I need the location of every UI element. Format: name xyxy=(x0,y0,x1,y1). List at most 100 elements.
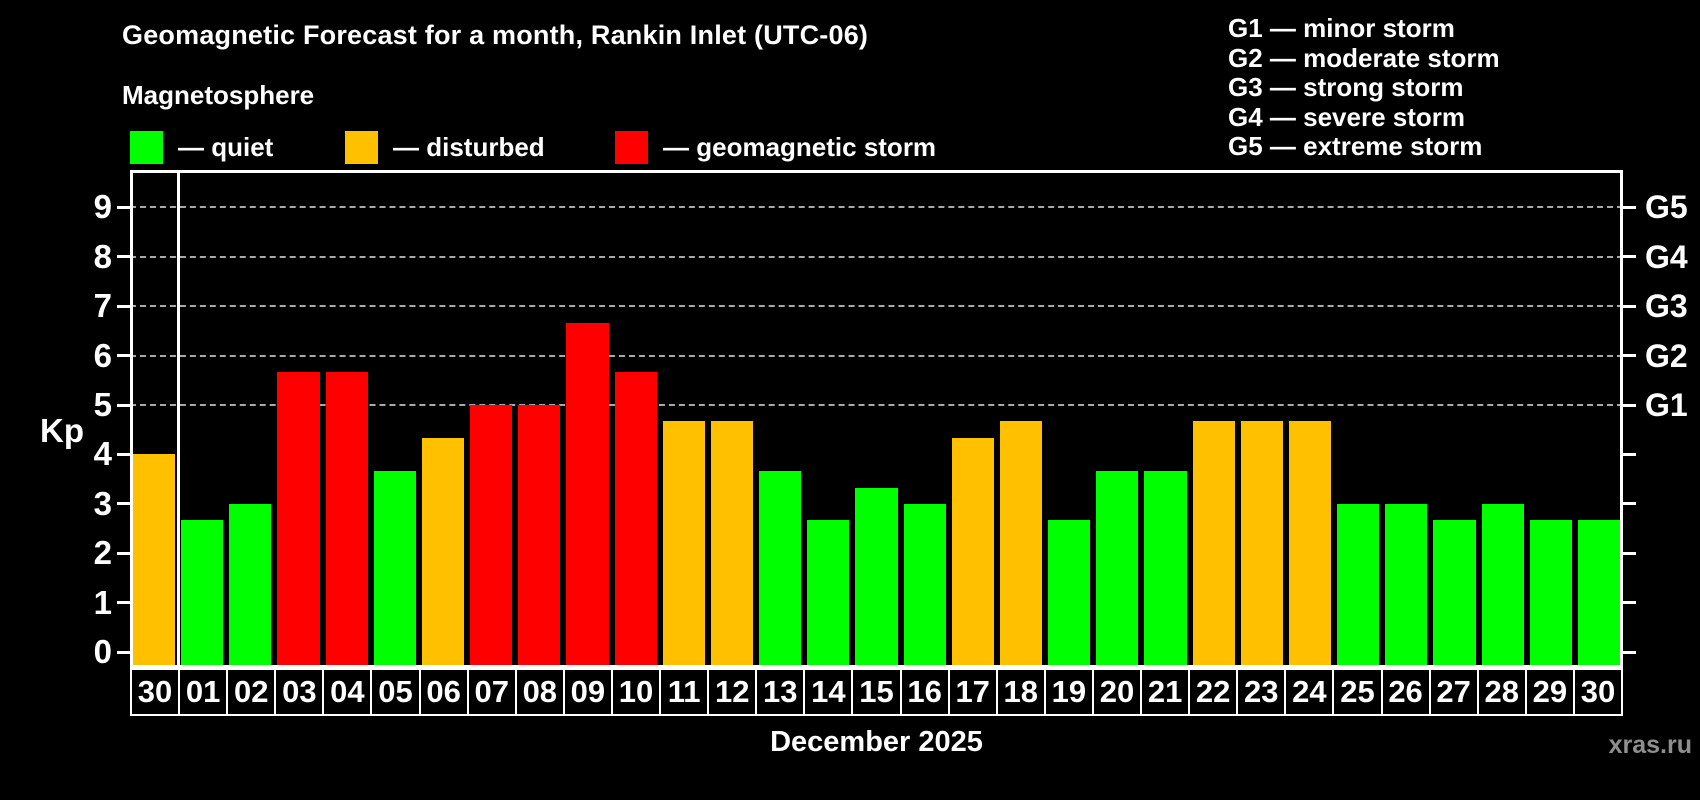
legend-label-quiet: — quiet xyxy=(178,132,274,162)
g4-legend-line: G4 — severe storm xyxy=(1228,101,1466,132)
kp-bar-day-24 xyxy=(1288,421,1332,668)
y-axis-tick-right-8 xyxy=(1623,255,1636,259)
gridline-g4 xyxy=(130,255,1623,258)
kp-bar-day-13 xyxy=(759,470,802,668)
kp-bar-day-23 xyxy=(1240,421,1283,668)
g5-legend-line: G5 — extreme storm xyxy=(1228,131,1483,161)
x-axis-day-label: 01 xyxy=(180,670,227,714)
plot-area: G1 G2 G3 G4 G5 0 1 2 3 4 5 6 7 8 9 xyxy=(94,170,1688,670)
kp-bar-day-05 xyxy=(373,470,416,668)
y-axis-tick-left-2 xyxy=(117,551,130,555)
y-axis-tick-left-4 xyxy=(117,452,130,456)
kp-bar-day-29 xyxy=(1529,520,1572,668)
y-axis-label-9: 9 xyxy=(93,188,112,226)
kp-bar-day-02 xyxy=(229,503,272,668)
kp-bar-day-18 xyxy=(999,421,1043,668)
right-axis-label-g5: G5 xyxy=(1645,189,1688,226)
kp-bar-day-17 xyxy=(951,438,994,668)
kp-bar-day-21 xyxy=(1144,470,1187,668)
g-scale-legend: G1 — minor storm G2 — moderate storm G3 … xyxy=(1228,13,1500,162)
y-axis-label-5: 5 xyxy=(93,386,112,423)
y-axis-tick-right-5 xyxy=(1623,403,1636,407)
x-axis-day-label: 30 xyxy=(1574,670,1621,714)
x-axis-day-label: 11 xyxy=(661,670,708,714)
gridline-g1 xyxy=(130,404,1623,406)
x-axis-day-label: 03 xyxy=(276,670,323,714)
x-axis-day-label: 20 xyxy=(1093,670,1141,714)
x-axis-day-label: 22 xyxy=(1190,670,1237,714)
legend-item-disturbed: — disturbed xyxy=(345,131,545,164)
kp-bar-day-26 xyxy=(1385,503,1428,668)
y-axis-label-6: 6 xyxy=(93,336,112,374)
x-axis-day-label: 27 xyxy=(1430,670,1477,714)
gridline-g5 xyxy=(130,206,1623,209)
right-axis-label-g4: G4 xyxy=(1645,238,1688,275)
x-axis-day-label: 21 xyxy=(1142,670,1189,714)
x-axis-day-label: 04 xyxy=(324,670,371,714)
gridline-g3 xyxy=(130,305,1623,308)
quiet-color-swatch xyxy=(130,131,163,164)
y-axis-tick-right-0 xyxy=(1623,650,1636,654)
y-axis-tick-left-7 xyxy=(117,304,130,308)
storm-color-swatch xyxy=(615,131,648,164)
y-axis-tick-left-8 xyxy=(117,255,130,259)
kp-bar-day-30 xyxy=(133,454,176,668)
y-axis-tick-right-1 xyxy=(1623,601,1636,605)
kp-bar-day-25 xyxy=(1337,503,1380,668)
y-axis-tick-right-2 xyxy=(1623,551,1636,555)
right-axis-label-g3: G3 xyxy=(1645,288,1688,325)
kp-bar-day-19 xyxy=(1048,520,1091,668)
y-axis-tick-right-9 xyxy=(1623,205,1636,209)
kp-bar-day-04 xyxy=(325,371,368,668)
x-axis-day-label: 09 xyxy=(564,670,611,714)
kp-bar-day-01 xyxy=(181,520,224,668)
y-axis-label-7: 7 xyxy=(93,287,112,325)
y-axis-label-3: 3 xyxy=(93,484,112,522)
y-axis-tick-left-9 xyxy=(117,205,130,209)
x-axis-day-labels-row: 30 01 02 03 04 05 06 07 08 09 10 11 12 13 14 15 16 17 18 19… xyxy=(130,668,1623,716)
x-axis-day-label: 26 xyxy=(1382,670,1429,714)
kp-bar-day-06 xyxy=(421,438,465,668)
x-axis-day-label: 29 xyxy=(1526,670,1573,714)
x-axis-day-label: 15 xyxy=(853,670,900,714)
x-axis-day-label: 28 xyxy=(1478,670,1525,714)
x-axis-day-label: 17 xyxy=(949,670,996,714)
kp-bar-day-03 xyxy=(277,371,320,668)
x-axis-day-label: 25 xyxy=(1334,670,1381,714)
y-axis-label-8: 8 xyxy=(93,237,112,275)
y-axis-tick-left-5 xyxy=(117,403,130,407)
x-axis-day-label: 05 xyxy=(372,670,419,714)
y-axis-label-4: 4 xyxy=(93,435,112,473)
x-axis-day-label: 18 xyxy=(997,670,1044,714)
kp-bar-day-08 xyxy=(518,405,561,668)
chart-subtitle: Magnetosphere xyxy=(122,80,315,110)
kp-bar-day-07 xyxy=(470,405,513,668)
kp-bar-day-15 xyxy=(855,487,898,668)
g1-legend-line: G1 — minor storm xyxy=(1228,13,1455,43)
kp-bar-day-20 xyxy=(1096,470,1139,668)
x-axis-day-label: 19 xyxy=(1045,670,1092,714)
kp-bar-day-09 xyxy=(566,322,609,668)
g3-legend-line: G3 — strong storm xyxy=(1228,72,1464,102)
legend-item-quiet: — quiet xyxy=(130,131,273,164)
gridline-g2 xyxy=(130,354,1623,357)
x-axis-day-label: 30 xyxy=(132,670,179,714)
y-axis-tick-left-3 xyxy=(117,502,130,506)
kp-bar-day-27 xyxy=(1433,520,1476,668)
x-axis-day-label: 16 xyxy=(901,670,948,714)
y-axis-tick-left-6 xyxy=(117,354,130,358)
x-axis-day-label: 02 xyxy=(228,670,275,714)
y-axis-tick-right-4 xyxy=(1623,452,1636,456)
y-axis-title: Kp xyxy=(40,412,84,449)
y-axis-tick-right-7 xyxy=(1623,304,1636,308)
right-axis-label-g1: G1 xyxy=(1645,387,1688,423)
y-axis-tick-right-6 xyxy=(1623,354,1636,358)
legend-label-storm: — geomagnetic storm xyxy=(663,132,937,162)
kp-bar-day-11 xyxy=(662,421,705,668)
y-axis-tick-left-0 xyxy=(117,650,130,654)
x-axis-day-label: 24 xyxy=(1286,670,1333,714)
g2-legend-line: G2 — moderate storm xyxy=(1228,42,1500,73)
watermark: xras.ru xyxy=(1608,731,1692,759)
x-axis-day-label: 12 xyxy=(709,670,756,714)
